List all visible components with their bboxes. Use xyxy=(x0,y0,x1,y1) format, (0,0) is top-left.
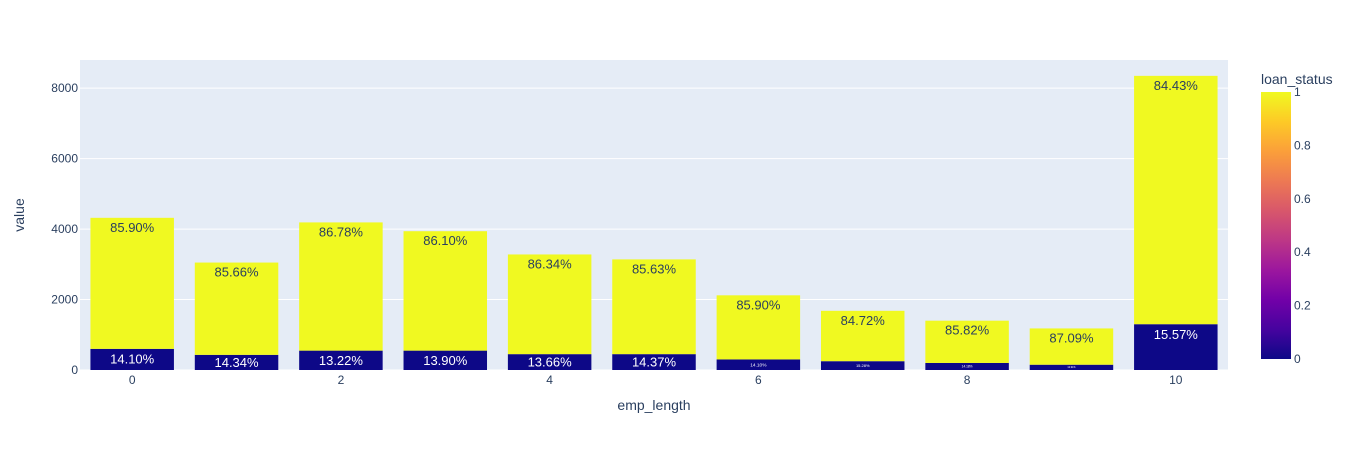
bar-data-label: 85.90% xyxy=(736,297,781,312)
y-tick-label: 4000 xyxy=(51,222,78,236)
bar-data-label: 13.90% xyxy=(423,353,468,368)
bar-loan-status-0 xyxy=(925,362,1009,370)
bar-data-label: 85.66% xyxy=(214,265,259,280)
bar-loan-status-0 xyxy=(507,354,592,370)
bar-data-label: 14.10% xyxy=(750,362,767,368)
bar-loan-status-1 xyxy=(716,295,801,360)
bar-loan-status-0 xyxy=(820,361,905,370)
bar-data-label: 85.82% xyxy=(945,323,990,338)
y-tick-label: 6000 xyxy=(51,152,78,166)
bar-data-label: 13.22% xyxy=(319,353,364,368)
bar-loan-status-0 xyxy=(403,350,488,370)
bar-data-label: 15.28% xyxy=(856,363,870,368)
bar-loan-status-0 xyxy=(194,354,279,370)
colorbar-tick-label: 1 xyxy=(1294,85,1301,99)
bar-data-label: 84.43% xyxy=(1154,78,1199,93)
y-tick-label: 8000 xyxy=(51,81,78,95)
bar-data-label: 86.78% xyxy=(319,224,364,239)
bar-loan-status-0 xyxy=(1134,324,1218,370)
bar-data-label: 14.34% xyxy=(214,355,259,370)
colorbar-ticks: 0 0.2 0.4 0.6 0.8 1 xyxy=(1294,85,1311,366)
bar-data-label: 12.91% xyxy=(1067,366,1076,369)
bar-loan-status-1 xyxy=(90,217,174,349)
x-tick-label: 8 xyxy=(964,373,971,387)
bar-data-label: 85.90% xyxy=(110,220,155,235)
bar-data-label: 84.72% xyxy=(841,313,886,328)
bar-data-label: 14.18% xyxy=(962,365,973,369)
y-tick-label: 2000 xyxy=(51,293,78,307)
bar-loan-status-1 xyxy=(403,231,488,351)
bar-loan-status-1 xyxy=(820,310,905,362)
bar-loan-status-0 xyxy=(90,348,174,370)
bar-data-label: 14.37% xyxy=(632,355,677,370)
bar-loan-status-1 xyxy=(1134,75,1218,325)
bar-loan-status-0 xyxy=(716,359,801,370)
bar-loan-status-1 xyxy=(925,320,1009,363)
y-axis-ticks: 0 2000 4000 6000 8000 xyxy=(51,81,78,377)
x-axis-title: emp_length xyxy=(617,397,690,413)
bar-data-label: 85.63% xyxy=(632,261,677,276)
bar-loan-status-1 xyxy=(612,259,696,355)
bar-loan-status-1 xyxy=(1029,328,1114,365)
bar-data-label: 14.10% xyxy=(110,351,155,366)
bar-loan-status-1 xyxy=(299,222,383,351)
bar-loan-status-0 xyxy=(299,350,383,370)
colorbar: loan_status 0 0.2 0.4 0.6 0.8 1 xyxy=(1261,71,1333,366)
bar-loan-status-0 xyxy=(1029,364,1114,370)
colorbar-tick-label: 0.4 xyxy=(1294,245,1311,259)
x-tick-label: 4 xyxy=(546,373,553,387)
y-axis-title: value xyxy=(11,198,27,232)
bar-data-label: 13.66% xyxy=(528,355,573,370)
bar-loan-status-1 xyxy=(194,262,279,355)
y-tick-label: 0 xyxy=(71,363,78,377)
x-tick-label: 0 xyxy=(129,373,136,387)
colorbar-title: loan_status xyxy=(1261,71,1333,87)
colorbar-tick-label: 0 xyxy=(1294,352,1301,366)
x-tick-label: 2 xyxy=(338,373,345,387)
bar-data-label: 87.09% xyxy=(1049,330,1094,345)
x-axis-ticks: 0 2 4 6 8 10 xyxy=(129,373,1183,387)
colorbar-gradient xyxy=(1261,92,1291,359)
bar-loan-status-1 xyxy=(507,254,592,355)
colorbar-tick-label: 0.2 xyxy=(1294,299,1311,313)
bar-data-label: 86.34% xyxy=(528,256,573,271)
bar-data-label: 15.57% xyxy=(1154,327,1199,342)
x-tick-label: 6 xyxy=(755,373,762,387)
x-tick-label: 10 xyxy=(1169,373,1183,387)
colorbar-tick-label: 0.6 xyxy=(1294,192,1311,206)
bar-loan-status-0 xyxy=(612,354,696,370)
bars: 14.10% 14.34% 13.22% 13.90% 13.66% 14.37% 14.1… xyxy=(90,75,1218,370)
colorbar-tick-label: 0.8 xyxy=(1294,138,1311,152)
bar-data-label: 86.10% xyxy=(423,233,468,248)
